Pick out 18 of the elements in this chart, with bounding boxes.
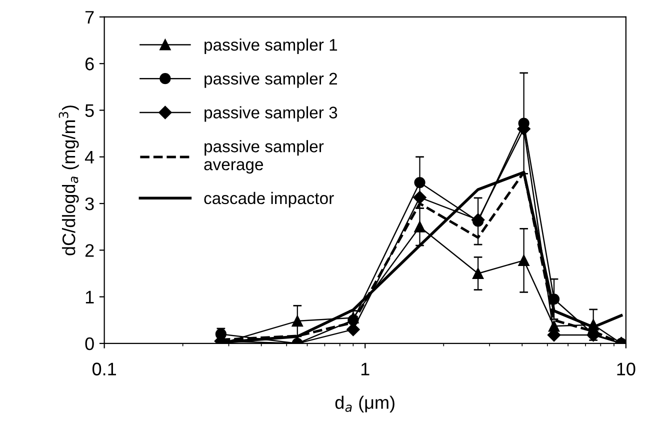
y-axis-title: dC/dlogd$_{a}$ (mg/m$^{3}$) xyxy=(58,106,79,256)
y-tick-label: 3 xyxy=(85,197,94,210)
y-tick-label: 4 xyxy=(84,151,94,164)
y-tick-label: 0 xyxy=(85,337,94,350)
y-tick-label: 1 xyxy=(86,290,94,304)
x-tick-label: 0.1 xyxy=(92,362,116,376)
legend-label: passive sampler 3 xyxy=(204,106,338,122)
legend-label: cascade impactor xyxy=(204,192,334,208)
x-tick-label: 1 xyxy=(361,362,370,376)
y-tick-label: 5 xyxy=(85,104,94,117)
y-tick-label: 6 xyxy=(85,58,94,70)
legend-label: passive sampler 1 xyxy=(204,38,338,54)
x-tick-label: 10 xyxy=(617,362,636,376)
legend-label: passive sampler 2 xyxy=(204,72,337,88)
x-axis-title: d$_{a}$ (μm) xyxy=(335,396,394,413)
y-tick-label: 2 xyxy=(85,244,94,257)
legend-label: passive sampler average xyxy=(204,140,324,174)
y-tick-label: 7 xyxy=(85,11,94,24)
